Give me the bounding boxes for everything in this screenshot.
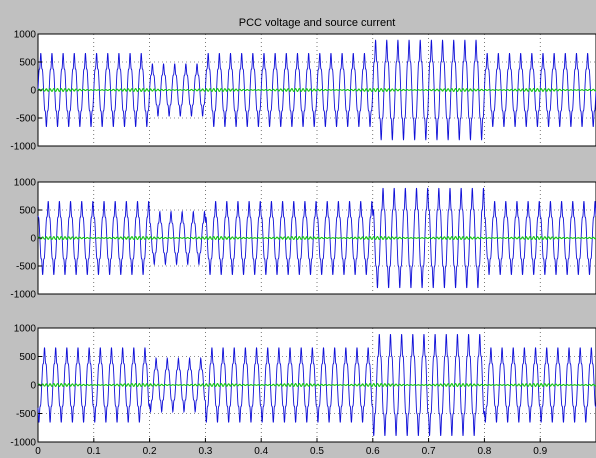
series-current [37, 236, 596, 240]
xtick-label: 0.6 [366, 446, 380, 457]
xtick-label: 0.1 [87, 446, 101, 457]
ytick-label: -1000 [10, 142, 36, 153]
chart-title: PCC voltage and source current [239, 17, 396, 29]
subplot-2: 1000 500 0 -500 -1000 [10, 178, 596, 301]
ytick-label: 0 [30, 381, 36, 392]
ytick-label: 1000 [14, 30, 37, 41]
xtick-label: 0 [35, 446, 41, 457]
ytick-label: 1000 [14, 324, 37, 335]
xtick-label: 0.4 [254, 446, 268, 457]
xtick-label: 0.3 [198, 446, 212, 457]
xtick-label: 0.7 [422, 446, 436, 457]
ytick-label: -500 [16, 409, 36, 420]
ytick-label: 0 [30, 86, 36, 97]
ytick-label: -500 [16, 114, 36, 125]
subplot-1: 1000 500 0 -500 -1000 [10, 30, 596, 153]
series-current [37, 382, 596, 388]
ytick-label: -500 [16, 262, 36, 273]
ytick-label: 500 [19, 58, 36, 69]
xtick-label: 0.9 [533, 446, 547, 457]
series-current [37, 88, 596, 92]
xtick-label: 0.8 [477, 446, 491, 457]
ytick-label: 500 [19, 352, 36, 363]
xtick-label: 0.2 [143, 446, 157, 457]
ytick-label: -1000 [10, 290, 36, 301]
ytick-label: 500 [19, 206, 36, 217]
ytick-label: 1000 [14, 178, 37, 189]
xtick-label: 0.5 [310, 446, 324, 457]
ytick-label: 0 [30, 234, 36, 245]
ytick-label: -1000 [10, 438, 36, 449]
